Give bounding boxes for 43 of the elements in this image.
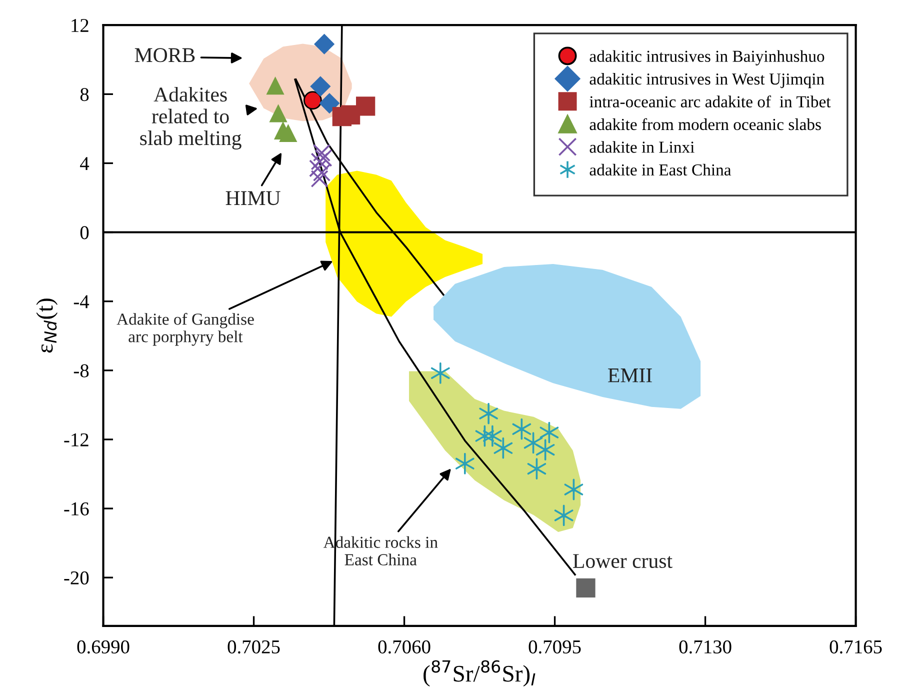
point xyxy=(310,152,328,170)
point xyxy=(303,91,322,110)
annotation: Lower crust xyxy=(573,554,672,568)
y-tick-label: 8 xyxy=(80,88,89,102)
annotation: EMII xyxy=(608,368,652,382)
y-tick-label: -12 xyxy=(64,433,88,446)
point xyxy=(312,164,331,182)
y-tick-label: -20 xyxy=(64,571,89,584)
y-tick-label: 0 xyxy=(80,226,89,240)
x-tick-label: 0.7130 xyxy=(679,640,732,654)
legend-label: adakitic intrusives in Baiyinhushuo xyxy=(590,50,824,66)
annotation: MORB xyxy=(134,48,195,62)
legend-label: adakite in Linxi xyxy=(590,141,694,153)
y-axis-title: ε$_{Nd}$(t) xyxy=(36,298,58,353)
point xyxy=(309,160,327,178)
x-tick-label: 0.7060 xyxy=(378,640,430,654)
point xyxy=(314,149,332,167)
y-tick-label: 4 xyxy=(80,157,90,170)
point xyxy=(266,76,284,95)
point xyxy=(314,34,335,54)
point xyxy=(310,76,331,97)
annotation: Adakites related to slab melting xyxy=(140,86,242,150)
legend-label: adakite from modern oceanic slabs xyxy=(590,118,821,130)
point xyxy=(312,144,331,162)
x-axis-title: ($^{87}$Sr/$^{86}$Sr)$_{I}$ xyxy=(424,660,536,687)
legend-label: intra-oceanic arc adakite of in Tibet xyxy=(590,96,831,108)
point xyxy=(319,93,340,114)
y-tick-label: 12 xyxy=(72,18,88,32)
y-tick-label: -4 xyxy=(74,295,90,308)
x-tick-label: 0.6990 xyxy=(77,640,130,654)
point xyxy=(356,96,376,116)
point xyxy=(269,104,288,122)
y-tick-label: -16 xyxy=(64,502,89,516)
x-tick-label: 0.7025 xyxy=(228,640,280,654)
y-tick-label: -8 xyxy=(74,364,89,378)
point xyxy=(279,124,298,142)
x-tick-label: 0.7095 xyxy=(528,640,581,654)
point xyxy=(576,578,596,598)
point xyxy=(310,170,328,188)
legend-label: adakitic intrusives in West Ujimqin xyxy=(590,72,824,88)
annotation: HIMU xyxy=(226,191,280,206)
x-tick-label: 0.7165 xyxy=(830,640,882,654)
annotation: Adakite of Gangdise arc porphyry belt xyxy=(116,312,254,346)
